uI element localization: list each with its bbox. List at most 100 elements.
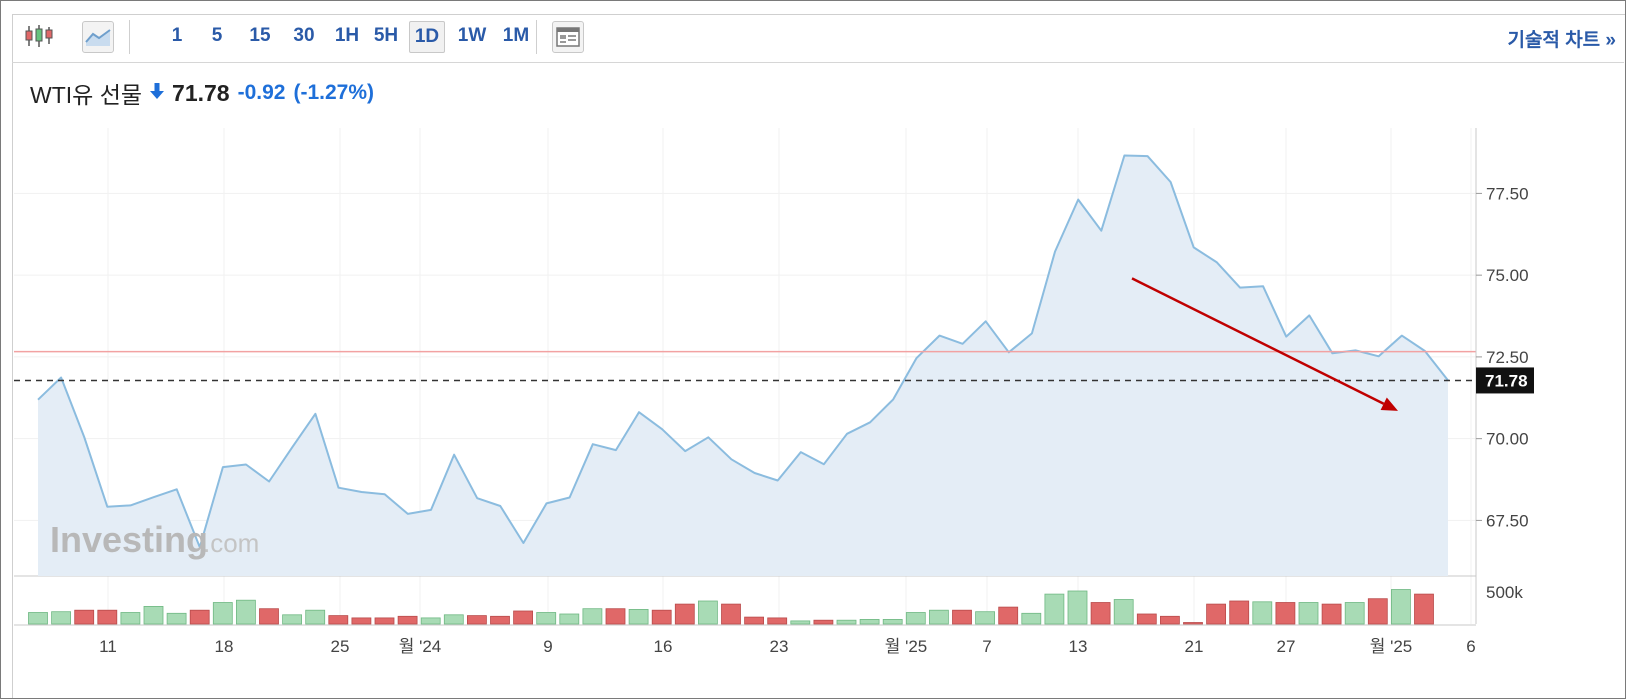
price-change: -0.92 bbox=[237, 81, 286, 104]
x-tick-label: 6 bbox=[1466, 637, 1475, 656]
volume-bar bbox=[143, 606, 164, 625]
x-tick-label: 25 bbox=[331, 637, 350, 656]
volume-bar bbox=[1113, 599, 1134, 625]
price-change-percent: (-1.27%) bbox=[293, 81, 374, 104]
y-tick-label: 72.50 bbox=[1486, 348, 1529, 367]
volume-bar bbox=[767, 617, 788, 625]
area-chart-icon[interactable] bbox=[82, 21, 114, 53]
x-tick-label: 9 bbox=[543, 637, 552, 656]
volume-bar bbox=[513, 610, 533, 625]
interval-30[interactable]: 30 bbox=[293, 25, 315, 46]
interval-1d[interactable]: 1D bbox=[409, 21, 445, 53]
volume-bar bbox=[74, 609, 95, 625]
x-tick-label: 21 bbox=[1185, 637, 1204, 656]
volume-bar bbox=[859, 619, 880, 625]
volume-bar bbox=[559, 613, 580, 625]
volume-bar bbox=[189, 609, 210, 625]
volume-bar bbox=[536, 612, 557, 625]
x-tick-label: 월 '25 bbox=[1370, 637, 1413, 656]
volume-bar bbox=[998, 606, 1019, 625]
x-tick-label: 11 bbox=[99, 637, 117, 656]
trend-arrow-head bbox=[1380, 397, 1398, 411]
volume-bar bbox=[744, 616, 764, 625]
volume-bar bbox=[1414, 593, 1434, 625]
volume-bar bbox=[51, 611, 71, 625]
x-tick-label: 13 bbox=[1069, 637, 1088, 656]
x-tick-label: 16 bbox=[654, 637, 673, 656]
price-area bbox=[38, 155, 1448, 576]
volume-bar bbox=[1183, 622, 1203, 625]
interval-1[interactable]: 1 bbox=[171, 25, 183, 46]
volume-bar bbox=[1067, 590, 1088, 625]
layout-icon[interactable] bbox=[552, 21, 584, 53]
volume-bar bbox=[1044, 593, 1065, 625]
interval-15[interactable]: 15 bbox=[249, 25, 271, 46]
watermark-suffix: .com bbox=[203, 528, 259, 558]
volume-bar bbox=[651, 609, 672, 625]
volume-bar bbox=[582, 608, 603, 625]
volume-bar bbox=[1391, 589, 1411, 625]
x-tick-label: 7 bbox=[982, 637, 991, 656]
volume-axis-label: 500k bbox=[1486, 583, 1523, 602]
volume-bar bbox=[790, 620, 811, 625]
quote-header: WTI유 선물 71.78 -0.92 (-1.27%) bbox=[30, 78, 374, 109]
volume-bar bbox=[490, 615, 510, 625]
interval-5[interactable]: 5 bbox=[211, 25, 223, 46]
x-tick-label: 23 bbox=[770, 637, 789, 656]
volume-bar bbox=[397, 615, 418, 625]
volume-bar bbox=[1229, 600, 1250, 625]
y-tick-label: 67.50 bbox=[1486, 511, 1529, 530]
y-tick-label: 70.00 bbox=[1486, 430, 1529, 449]
volume-bar bbox=[374, 617, 395, 625]
interval-1m[interactable]: 1M bbox=[502, 25, 530, 46]
interval-5h[interactable]: 5H bbox=[373, 25, 399, 46]
volume-bar bbox=[212, 602, 233, 625]
technical-chart-link[interactable]: 기술적 차트 » bbox=[1507, 30, 1616, 51]
volume-bar bbox=[1298, 602, 1319, 625]
x-tick-label: 27 bbox=[1277, 637, 1296, 656]
volume-bar bbox=[929, 609, 949, 625]
volume-bar bbox=[1252, 601, 1273, 625]
trend-arrow-shaft bbox=[1131, 277, 1385, 405]
volume-bar bbox=[443, 614, 464, 625]
volume-bar bbox=[351, 617, 372, 625]
volume-bar bbox=[305, 609, 326, 625]
volume-bar bbox=[605, 608, 626, 625]
volume-bar bbox=[120, 612, 141, 625]
volume-bar bbox=[1090, 602, 1111, 625]
volume-bar bbox=[420, 617, 441, 625]
volume-bar bbox=[1275, 602, 1296, 625]
volume-bar bbox=[721, 603, 741, 625]
toolbar-separator bbox=[536, 20, 537, 54]
y-tick-label: 77.50 bbox=[1486, 184, 1529, 203]
toolbar-separator bbox=[129, 20, 130, 54]
volume-bar bbox=[1136, 613, 1157, 625]
volume-bar bbox=[28, 612, 48, 625]
volume-bar bbox=[97, 609, 118, 625]
volume-bar bbox=[1160, 615, 1180, 625]
x-tick-label: 월 '24 bbox=[399, 637, 442, 656]
y-tick-label: 75.00 bbox=[1486, 266, 1529, 285]
volume-bar bbox=[952, 609, 972, 625]
volume-bar bbox=[282, 614, 303, 625]
volume-bar bbox=[1367, 598, 1388, 625]
volume-bar bbox=[975, 611, 995, 625]
volume-bar bbox=[836, 619, 857, 625]
volume-bar bbox=[813, 619, 834, 625]
interval-1w[interactable]: 1W bbox=[457, 25, 487, 46]
down-arrow-icon bbox=[150, 82, 165, 105]
volume-bar bbox=[1344, 602, 1365, 625]
volume-bar bbox=[1321, 603, 1342, 625]
volume-bar bbox=[1206, 603, 1226, 625]
x-tick-label: 월 '25 bbox=[885, 637, 928, 656]
volume-bar bbox=[328, 615, 349, 625]
instrument-name: WTI유 선물 bbox=[30, 82, 143, 108]
volume-bar bbox=[1021, 612, 1042, 625]
candlestick-icon[interactable] bbox=[24, 21, 54, 51]
interval-1h[interactable]: 1H bbox=[334, 25, 360, 46]
volume-bar bbox=[259, 608, 279, 625]
volume-bar bbox=[235, 599, 256, 625]
volume-bar bbox=[166, 612, 187, 625]
x-tick-label: 18 bbox=[215, 637, 234, 656]
